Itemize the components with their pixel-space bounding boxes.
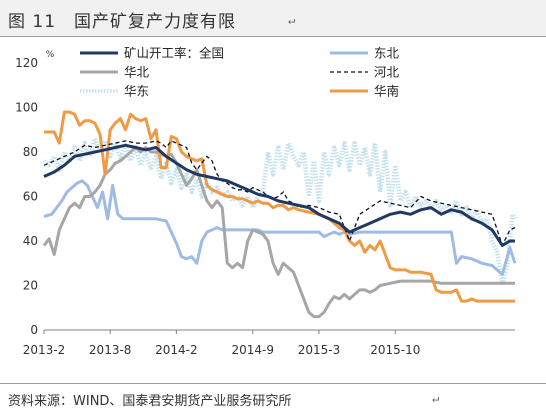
line-chart: 0 20 40 60 80 100 120% 2013-2 2013-8 2014-2 2014-9… — [15, 46, 517, 357]
legend-label: 东北 — [374, 46, 400, 61]
x-tick-label: 2013-8 — [89, 343, 132, 357]
y-tick-label: 100 — [15, 101, 38, 115]
y-axis-unit: % — [46, 50, 55, 60]
return-mark-icon: ↵ — [288, 13, 296, 27]
chart-axes: 0 20 40 60 80 100 120% 2013-2 2013-8 2014-2 2014-9… — [15, 50, 515, 357]
x-tick-label: 2013-2 — [23, 343, 66, 357]
legend-label: 河北 — [374, 65, 400, 80]
y-tick-label: 0 — [30, 323, 38, 337]
legend-label: 华南 — [374, 84, 399, 99]
y-tick-label: 60 — [23, 190, 38, 204]
series-line-华南 — [44, 110, 515, 303]
legend-label: 华东 — [124, 84, 149, 99]
series-line-矿山开工率：全国 — [43, 143, 515, 247]
chart-series-lines — [42, 110, 517, 319]
figure-title-bar: 图 11 国产矿复产力度有限 ↵ — [0, 0, 546, 36]
return-mark-icon: ↵ — [432, 391, 440, 405]
legend-label: 华北 — [124, 65, 150, 80]
source-note: 资料来源：WIND、国泰君安期货产业服务研究所 — [8, 394, 292, 409]
x-tick-label: 2014-9 — [232, 343, 275, 357]
x-tick-label: 2015-3 — [298, 343, 341, 357]
series-line-华北 — [42, 146, 515, 319]
y-tick-label: 80 — [23, 145, 38, 159]
legend-label: 矿山开工率：全国 — [124, 46, 224, 61]
bottom-rule — [0, 383, 546, 384]
y-tick-label: 40 — [23, 234, 38, 248]
top-rule — [0, 36, 546, 37]
x-tick-label: 2014-2 — [155, 343, 198, 357]
y-tick-label: 120 — [15, 56, 38, 70]
y-tick-label: 20 — [23, 279, 38, 293]
series-line-东北 — [43, 179, 517, 276]
series-line-华东 — [42, 136, 517, 288]
figure-title: 图 11 国产矿复产力度有限 — [8, 12, 237, 32]
x-tick-label: 2015-10 — [370, 343, 420, 357]
